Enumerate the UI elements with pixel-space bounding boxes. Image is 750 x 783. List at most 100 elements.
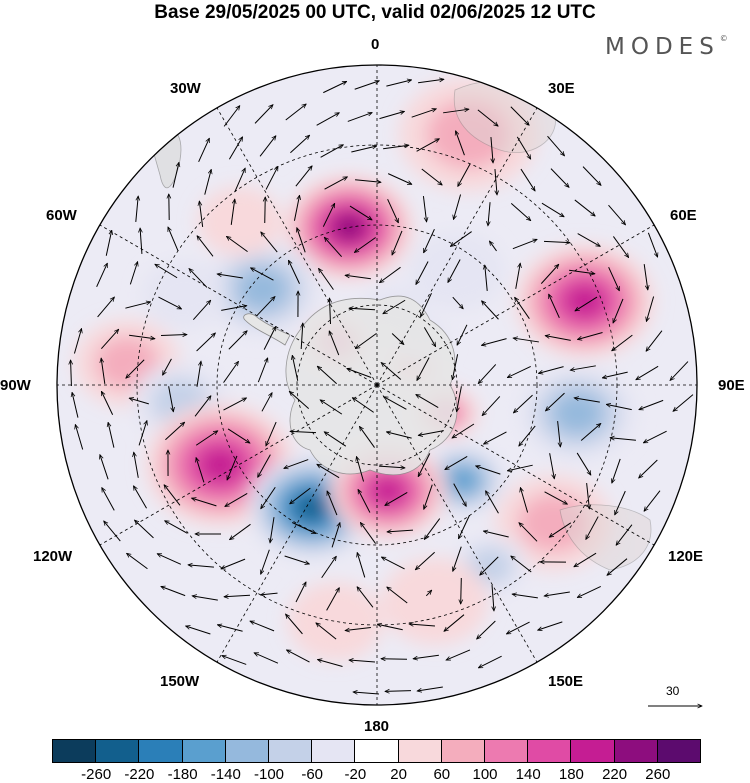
wind-vector bbox=[577, 586, 601, 598]
map-border bbox=[56, 64, 698, 706]
positive-anomaly bbox=[197, 186, 283, 257]
wind-vector bbox=[320, 145, 344, 158]
wind-vector bbox=[71, 360, 72, 387]
wind-vector bbox=[225, 493, 248, 506]
wind-vector bbox=[453, 483, 467, 507]
wind-vector bbox=[519, 523, 538, 542]
wind-vector bbox=[155, 264, 178, 279]
wind-vector bbox=[129, 262, 137, 285]
wind-vector bbox=[422, 196, 426, 222]
wind-vector bbox=[477, 109, 498, 126]
wind-vector bbox=[447, 259, 461, 283]
wind-vector bbox=[416, 394, 439, 408]
wind-vector bbox=[168, 227, 179, 252]
wind-vector bbox=[195, 431, 218, 446]
wind-vector bbox=[549, 453, 555, 479]
wind-vector bbox=[164, 485, 181, 506]
wind-vector bbox=[329, 298, 330, 325]
wind-vector bbox=[421, 168, 442, 185]
wind-vector bbox=[290, 431, 317, 432]
wind-vector bbox=[452, 423, 475, 438]
wind-vector bbox=[608, 204, 625, 225]
wind-vector bbox=[355, 179, 381, 183]
wind-vector bbox=[483, 531, 509, 538]
meridian-line bbox=[99, 384, 378, 546]
wind-vector bbox=[639, 399, 664, 409]
colorbar-tick-label: -180 bbox=[167, 766, 198, 783]
wind-vector bbox=[484, 431, 507, 445]
wind-vector bbox=[126, 359, 145, 378]
wind-vector bbox=[423, 327, 435, 346]
wind-vector bbox=[165, 521, 188, 534]
wind-vector bbox=[158, 296, 181, 310]
wind-vector bbox=[204, 169, 212, 195]
wind-vector bbox=[512, 239, 537, 250]
wind-vector bbox=[420, 293, 432, 317]
wind-vector bbox=[352, 398, 374, 413]
negative-anomaly bbox=[140, 259, 227, 330]
wind-vector bbox=[379, 266, 401, 282]
wind-vector bbox=[230, 523, 251, 539]
wind-vector bbox=[586, 483, 590, 509]
wind-vector bbox=[549, 522, 572, 537]
wind-vector bbox=[292, 522, 316, 534]
wind-vector bbox=[163, 358, 172, 375]
wind-vector bbox=[443, 109, 469, 114]
wind-vector bbox=[452, 354, 459, 379]
wind-vector bbox=[317, 366, 337, 385]
wind-vector bbox=[261, 393, 272, 412]
wind-vector bbox=[550, 168, 569, 188]
wind-vector bbox=[544, 491, 568, 504]
wind-vector bbox=[576, 452, 591, 475]
wind-vector bbox=[349, 205, 372, 220]
wind-vector bbox=[198, 138, 210, 163]
wind-vector bbox=[461, 577, 462, 604]
wind-vector bbox=[289, 391, 310, 410]
wind-vector bbox=[673, 394, 694, 412]
meridian-label-180: 180 bbox=[364, 718, 390, 735]
wind-vector bbox=[646, 330, 663, 352]
wind-vector bbox=[383, 299, 406, 313]
meridian-line bbox=[216, 107, 378, 386]
positive-anomaly bbox=[287, 581, 384, 661]
wind-vector bbox=[612, 334, 633, 351]
wind-vector bbox=[138, 421, 147, 446]
meridian-label-0: 0 bbox=[371, 36, 380, 53]
wind-vector bbox=[286, 614, 303, 635]
wind-vector bbox=[418, 79, 444, 84]
wind-vector bbox=[610, 438, 636, 441]
wind-vector bbox=[478, 655, 502, 669]
wind-vector bbox=[453, 546, 462, 572]
wind-vector bbox=[347, 368, 372, 378]
wind-vector bbox=[478, 364, 497, 383]
wind-vector bbox=[425, 590, 431, 597]
wind-vector bbox=[288, 260, 300, 284]
wind-vector bbox=[285, 104, 306, 121]
colorbar-tick-label: -60 bbox=[301, 766, 324, 783]
wind-vector bbox=[387, 173, 412, 185]
wind-vector bbox=[520, 168, 535, 191]
colorbar-tick-label: 20 bbox=[390, 766, 407, 783]
wind-vector bbox=[320, 400, 343, 415]
antarctica-landmass bbox=[149, 80, 652, 571]
wind-vector bbox=[157, 553, 182, 565]
wind-vector bbox=[387, 587, 408, 604]
wind-vectors bbox=[71, 79, 694, 694]
wind-vector bbox=[545, 336, 571, 341]
wind-vector bbox=[265, 421, 277, 446]
wind-vector bbox=[100, 455, 109, 480]
wind-vector bbox=[608, 266, 620, 291]
wind-vector bbox=[575, 296, 598, 311]
wind-vector bbox=[647, 232, 657, 257]
wind-vector bbox=[513, 394, 533, 413]
wind-vector bbox=[134, 452, 139, 478]
meridian-label-120w: 120W bbox=[33, 548, 73, 565]
wind-vector bbox=[379, 111, 405, 120]
wind-vector bbox=[324, 432, 347, 447]
wind-vector bbox=[515, 297, 530, 319]
wind-vector bbox=[196, 458, 205, 483]
positive-anomaly bbox=[515, 244, 655, 358]
wind-vector bbox=[544, 591, 570, 596]
wind-vector bbox=[580, 423, 601, 441]
wind-vector bbox=[351, 146, 376, 153]
